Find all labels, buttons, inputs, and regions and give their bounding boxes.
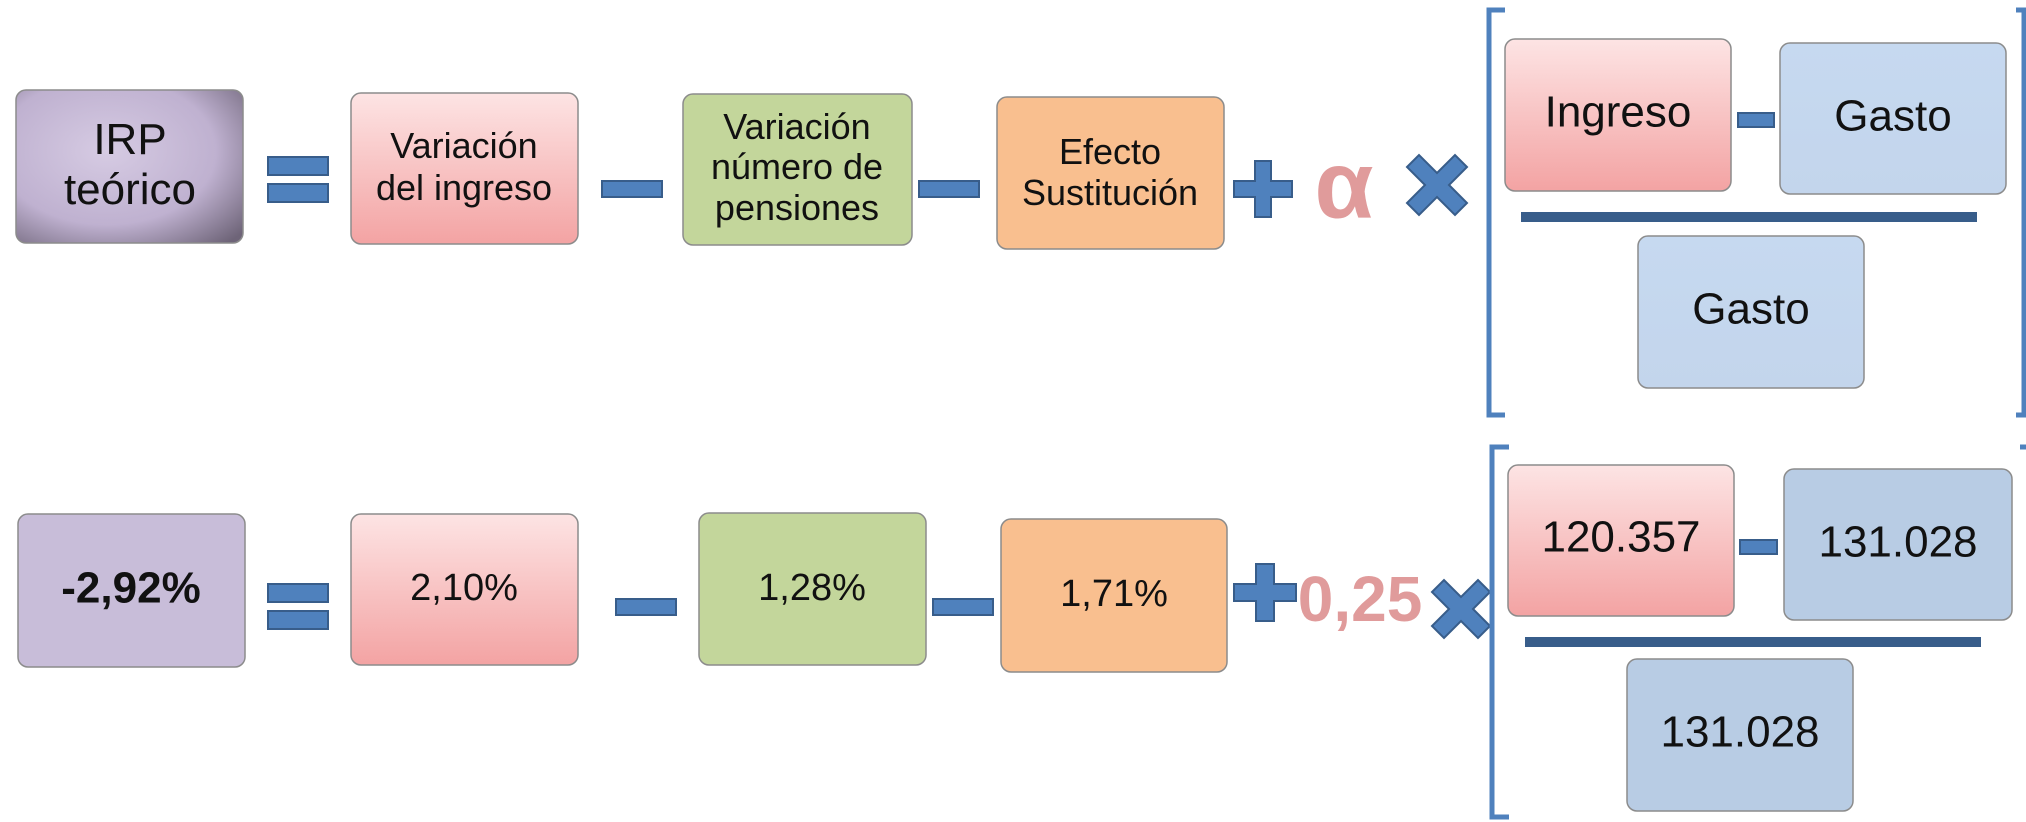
numerator-right-box [1783,468,2013,621]
income-value: 2,10% [410,567,518,609]
brackets [1486,7,2026,820]
plus-symbols [1233,160,1297,622]
denominator-box [1626,658,1854,812]
pensions-value: 1,28% [758,567,866,609]
fraction-lines [1521,212,1981,647]
numerator-right-value: 131.028 [1818,518,1977,567]
denominator-box [1637,235,1865,389]
numerator-left-label: Ingreso [1545,88,1692,137]
numerator-left-value: 120.357 [1541,513,1700,562]
alpha: α [1314,131,1373,238]
income-label: Variación del ingreso [376,125,552,208]
formula-row: IRP teórico Variación del ingreso Variació… [15,38,2007,389]
pensions-box [682,93,913,246]
income-box [350,92,579,245]
alpha-value: 0,25 [1298,563,1423,635]
substitution-box [1000,518,1228,673]
result-box [15,89,244,244]
income-box [350,513,579,666]
substitution-box [996,96,1225,250]
numerator-right-box [1779,42,2007,195]
result-label: IRP teórico [64,115,196,214]
result-value: -2,92% [61,564,200,613]
result-box [17,513,246,668]
numerator-left-box [1504,38,1732,192]
denominator-label: Gasto [1692,285,1809,334]
minus-symbols [601,112,1778,616]
substitution-value: 1,71% [1060,573,1168,615]
numerator-right-label: Gasto [1834,92,1951,141]
equals-symbols [267,156,329,630]
pensions-box [698,512,927,666]
numerator-left-box [1507,464,1735,617]
substitution-label: Efecto Sustitución [1022,131,1198,213]
pensions-label: Variación número de pensiones [711,106,883,228]
denominator-value: 131.028 [1660,708,1819,757]
example-row: -2,92% 2,10% 1,28% 1,71% 0,25 120.357 13… [17,464,2013,812]
